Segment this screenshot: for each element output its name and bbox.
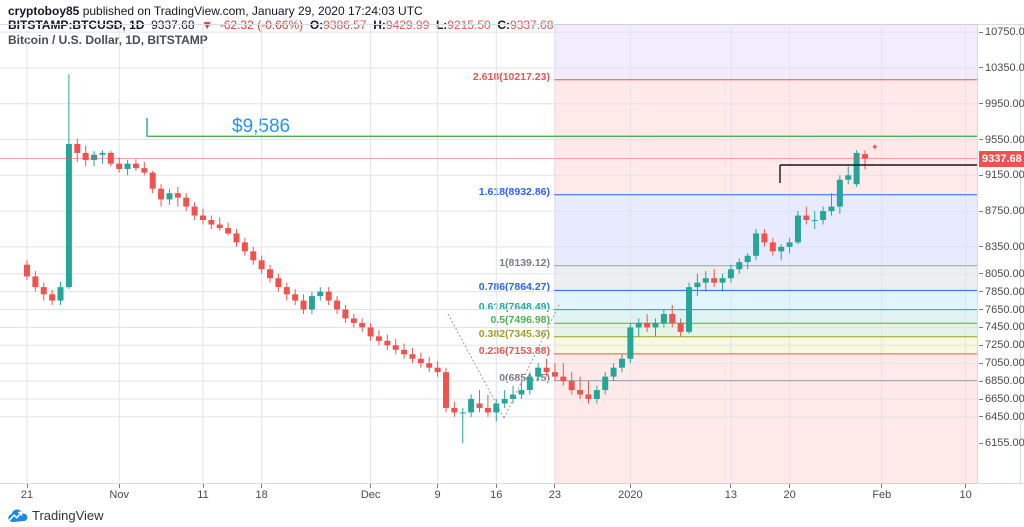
- svg-text:✦: ✦: [871, 142, 879, 152]
